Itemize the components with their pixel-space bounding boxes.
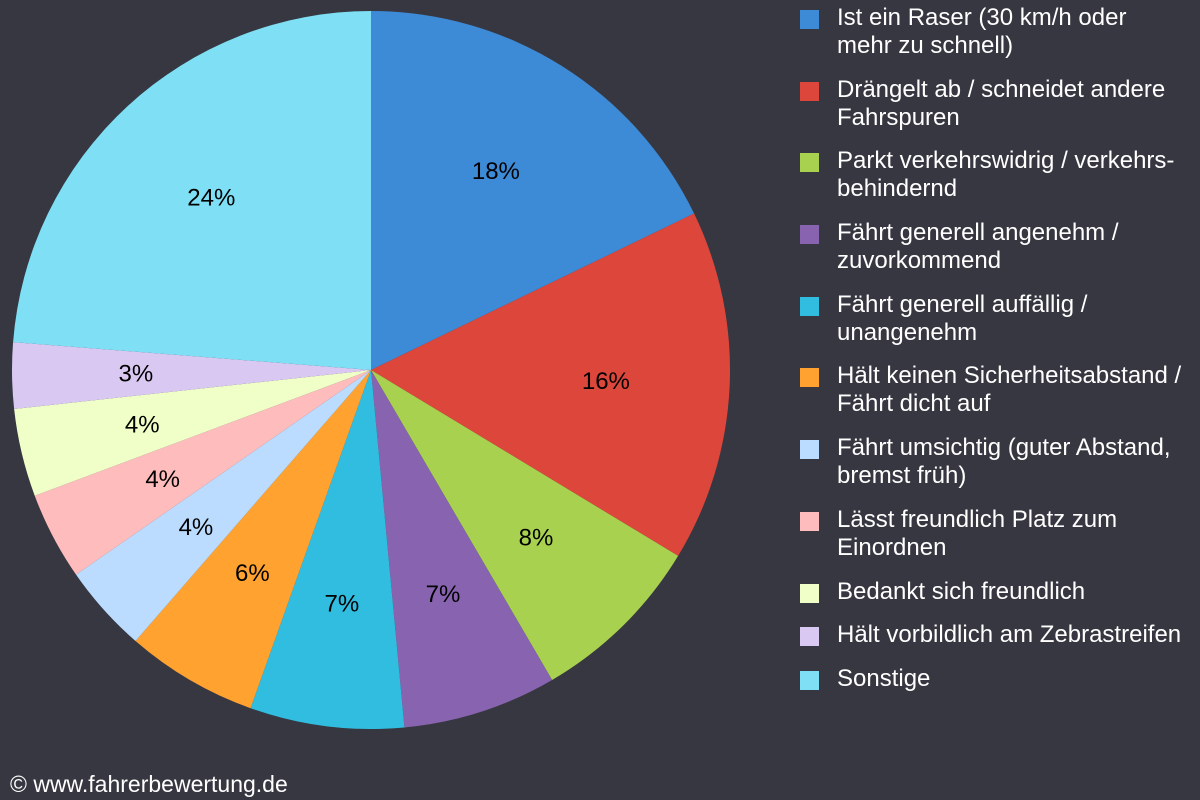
legend-swatch: [800, 670, 819, 690]
legend-item: Drängelt ab / schneidet andere Fahrspure…: [800, 76, 1200, 132]
legend-swatch: [800, 153, 819, 173]
pie-slice: [371, 370, 679, 680]
legend-swatch: [800, 296, 819, 316]
pie-slice: [13, 10, 372, 371]
legend-label: Hält vorbildlich am Zebrastreifen: [837, 621, 1182, 649]
legend-item: Hält vorbildlich am Zebrastreifen: [800, 621, 1200, 649]
slice-data-label: 7%: [324, 590, 359, 617]
slice-data-label: 7%: [426, 581, 461, 608]
legend-label: Lässt freundlich Platz zum Einordnen: [837, 505, 1118, 561]
pie-slice: [135, 370, 371, 709]
pie-slice: [371, 370, 553, 728]
slice-data-label: 24%: [187, 184, 235, 211]
pie-slice: [11, 342, 371, 410]
legend-label: Ist ein Raser (30 km/h oder mehr zu schn…: [837, 4, 1127, 59]
pie-slice: [371, 213, 731, 556]
copyright-credit: © www.fahrerbewertung.de: [10, 771, 288, 797]
legend-swatch: [800, 368, 819, 388]
slice-data-label: 16%: [582, 368, 630, 395]
legend-label: Fährt generell angenehm / zuvorkommend: [837, 219, 1119, 275]
legend-swatch: [800, 10, 819, 29]
legend-item: Lässt freundlich Platz zum Einordnen: [800, 506, 1200, 562]
legend-label: Hält keinen Sicherheitsabstand / Fährt d…: [837, 362, 1182, 418]
legend: Ist ein Raser (30 km/h oder mehr zu schn…: [800, 4, 1200, 693]
legend-item: Ist ein Raser (30 km/h oder mehr zu schn…: [800, 4, 1200, 60]
legend-label: Fährt umsichtig (guter Abstand, bremst f…: [837, 434, 1171, 490]
pie-chart: 18% 16% 8% 7% 7% 6% 4% 4% 4% 3% 24%: [11, 10, 731, 729]
slice-data-label: 3%: [119, 361, 154, 388]
legend-item: Fährt generell angenehm / zuvorkommend: [800, 219, 1200, 275]
slice-data-label: 4%: [179, 514, 214, 541]
legend-item: Fährt umsichtig (guter Abstand, bremst f…: [800, 434, 1200, 490]
legend-item: Sonstige: [800, 665, 1200, 693]
legend-label: Drängelt ab / schneidet andere Fahrspure…: [837, 75, 1166, 131]
legend-swatch: [800, 511, 819, 531]
legend-swatch: [800, 81, 819, 101]
legend-label: Sonstige: [837, 664, 931, 692]
pie-slice: [14, 370, 372, 496]
legend-label: Fährt generell auffällig / unangenehm: [837, 290, 1088, 346]
slice-data-label: 18%: [472, 158, 520, 185]
slice-data-label: 4%: [125, 411, 160, 438]
legend-item: Hält keinen Sicherheitsabstand / Fährt d…: [800, 362, 1200, 418]
legend-swatch: [800, 583, 819, 603]
legend-item: Parkt verkehrswidrig / verkehrs-behinder…: [800, 147, 1200, 203]
slice-data-label: 6%: [235, 560, 270, 587]
legend-item: Fährt generell auffällig / unangenehm: [800, 291, 1200, 347]
pie-slice: [250, 370, 405, 729]
legend-label: Bedankt sich freundlich: [837, 577, 1086, 605]
slice-data-label: 4%: [145, 466, 180, 493]
legend-item: Bedankt sich freundlich: [800, 578, 1200, 606]
legend-swatch: [800, 440, 819, 460]
legend-swatch: [800, 225, 819, 245]
slice-data-label: 8%: [519, 525, 554, 552]
pie-slice: [76, 370, 371, 641]
pie-slice: [34, 370, 372, 575]
legend-swatch: [800, 627, 819, 647]
legend-label: Parkt verkehrswidrig / verkehrs-behinder…: [837, 147, 1175, 203]
pie-slice: [371, 11, 695, 370]
